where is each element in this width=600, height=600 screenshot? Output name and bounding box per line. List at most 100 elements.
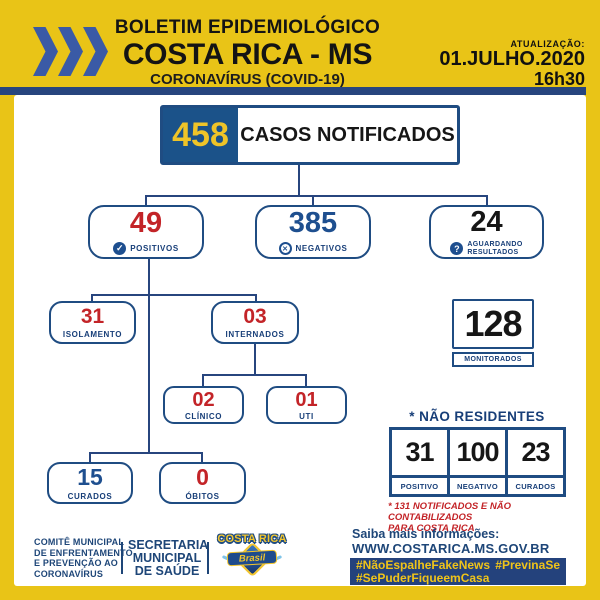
clinico-label: CLÍNICO (184, 411, 223, 421)
internados-value: 03 (243, 305, 267, 328)
node-positivos: 49 ✓ POSITIVOS (88, 205, 204, 259)
clinico-value: 02 (192, 388, 215, 411)
connector-line (298, 165, 300, 196)
secretariat-text: SECRETARIA MUNICIPAL DE SAÚDE (128, 538, 209, 578)
node-aguardando-resultados: 24 ? AGUARDANDO RESULTADOS (429, 205, 544, 259)
aguardando-label-line1: AGUARDANDO (467, 240, 523, 248)
nr-positivo-label: POSITIVO (392, 475, 447, 494)
committee-line: COMITÊ MUNICIPAL (34, 537, 125, 547)
note-line2: PARA COSTA RICA (388, 523, 475, 534)
hashtag: #PrevinaSe (495, 558, 560, 572)
connector-line (254, 343, 256, 376)
update-label: ATUALIZAÇÃO: (510, 39, 585, 49)
chevron-icon (33, 27, 58, 76)
city-name: COSTA RICA - MS (122, 38, 373, 71)
positivos-value: 49 (129, 207, 163, 239)
nr-negativo-label: NEGATIVO (450, 475, 505, 494)
node-obitos: 0 ÓBITOS (159, 462, 246, 504)
nao-residentes-title: * NÃO RESIDENTES (409, 409, 545, 424)
negativos-label: NEGATIVOS (295, 244, 348, 253)
curados-label: CURADOS (67, 491, 113, 501)
node-internados: 03 INTERNADOS (211, 301, 299, 344)
node-monitorados: 128 (452, 299, 534, 349)
connector-line (202, 374, 204, 388)
nao-residentes-table: 31 POSITIVO 100 NEGATIVO 23 CURADOS (389, 427, 566, 497)
bulletin-title: BOLETIM EPIDEMIOLÓGICO (114, 17, 381, 38)
obitos-value: 0 (196, 463, 209, 490)
hashtag: #SePuderFiqueemCasa (356, 570, 490, 585)
monitorados-value: 128 (464, 303, 522, 344)
isolamento-value: 31 (80, 305, 105, 328)
monitorados-label-box: MONITORADOS (452, 352, 534, 367)
connector-line (91, 294, 257, 296)
header-divider (0, 87, 586, 95)
info-block: Saiba mais informações: WWW.COSTARICA.MS… (352, 527, 549, 556)
connector-line (312, 195, 314, 206)
uti-label: UTI (299, 411, 314, 421)
casos-notificados-label: CASOS NOTIFICADOS (240, 123, 455, 146)
connector-line (486, 195, 488, 206)
update-time: 16h30 (533, 69, 585, 89)
nr-curados-label: CURADOS (508, 475, 563, 494)
node-uti: 01 UTI (266, 386, 347, 424)
aguardando-label-line2: RESULTADOS (467, 248, 519, 256)
chevron-icon (58, 27, 83, 76)
connector-line (255, 294, 257, 303)
triple-chevron-icon (33, 27, 108, 76)
connector-line (145, 195, 488, 197)
node-negativos: 385 ✕ NEGATIVOS (255, 205, 371, 259)
info-label: Saiba mais informações: (352, 527, 500, 541)
isolamento-label: ISOLAMENTO (62, 330, 123, 339)
connector-line (89, 452, 91, 464)
costa-rica-brasil-logo: COSTA RICA Brasil (212, 533, 292, 587)
hashtags-box: #NãoEspalheFakeNews #PrevinaSe #SePuderF… (350, 558, 566, 585)
nao-residentes-note: * 131 NOTIFICADOS E NÃO CONTABILIZADOS P… (388, 501, 583, 534)
update-block: ATUALIZAÇÃO: 01.JULHO.2020 16h30 (439, 39, 585, 89)
node-curados: 15 CURADOS (47, 462, 133, 504)
monitorados-label: MONITORADOS (464, 356, 522, 363)
committee-line: E PREVENÇÃO AO (34, 558, 118, 568)
nr-positivo-value: 31 (405, 437, 434, 467)
table-cell: 31 POSITIVO (392, 430, 450, 494)
committee-line: DE ENFRENTAMENTO (34, 547, 133, 558)
negativos-value: 385 (288, 207, 338, 239)
connector-line (201, 452, 203, 464)
nr-negativo-value: 100 (456, 437, 499, 467)
secretariat-line: DE SAÚDE (134, 564, 200, 578)
node-clinico: 02 CLÍNICO (163, 386, 244, 424)
connector-line (305, 374, 307, 388)
committee-text: COMITÊ MUNICIPAL DE ENFRENTAMENTO E PREV… (34, 537, 133, 579)
table-cell: 100 NEGATIVO (450, 430, 508, 494)
curados-value: 15 (77, 463, 103, 490)
note-line1: * 131 NOTIFICADOS E NÃO CONTABILIZADOS (388, 501, 511, 523)
node-casos-notificados: 458 CASOS NOTIFICADOS (160, 105, 460, 165)
bulletin-subtitle: CORONAVÍRUS (COVID-19) (150, 71, 345, 88)
secretariat-line: MUNICIPAL (132, 551, 202, 565)
question-circle-icon: ? (450, 242, 464, 255)
casos-notificados-value: 458 (163, 108, 238, 162)
x-circle-icon: ✕ (278, 242, 292, 255)
website-url: WWW.COSTARICA.MS.GOV.BR (352, 541, 550, 556)
footer-divider (207, 542, 209, 574)
connector-line (89, 452, 203, 454)
positivos-label: POSITIVOS (130, 244, 179, 253)
node-isolamento: 31 ISOLAMENTO (49, 301, 136, 344)
aguardando-value: 24 (470, 205, 503, 238)
connector-line (91, 294, 93, 303)
hashtag: #NãoEspalheFakeNews (356, 558, 491, 572)
logo-banner: Brasil (226, 549, 278, 567)
secretariat-line: SECRETARIA (128, 538, 209, 552)
committee-line: CORONAVÍRUS (34, 568, 104, 579)
connector-line (148, 258, 150, 454)
uti-value: 01 (295, 388, 318, 411)
logo-title: COSTA RICA (217, 533, 287, 545)
check-circle-icon: ✓ (113, 242, 127, 255)
connector-line (202, 374, 307, 376)
internados-label: INTERNADOS (225, 330, 285, 339)
nr-curados-value: 23 (521, 437, 550, 467)
header-title-block: BOLETIM EPIDEMIOLÓGICO COSTA RICA - MS C… (100, 17, 395, 88)
footer-divider (121, 542, 123, 574)
update-date: 01.JULHO.2020 (439, 48, 585, 70)
connector-line (145, 195, 147, 206)
